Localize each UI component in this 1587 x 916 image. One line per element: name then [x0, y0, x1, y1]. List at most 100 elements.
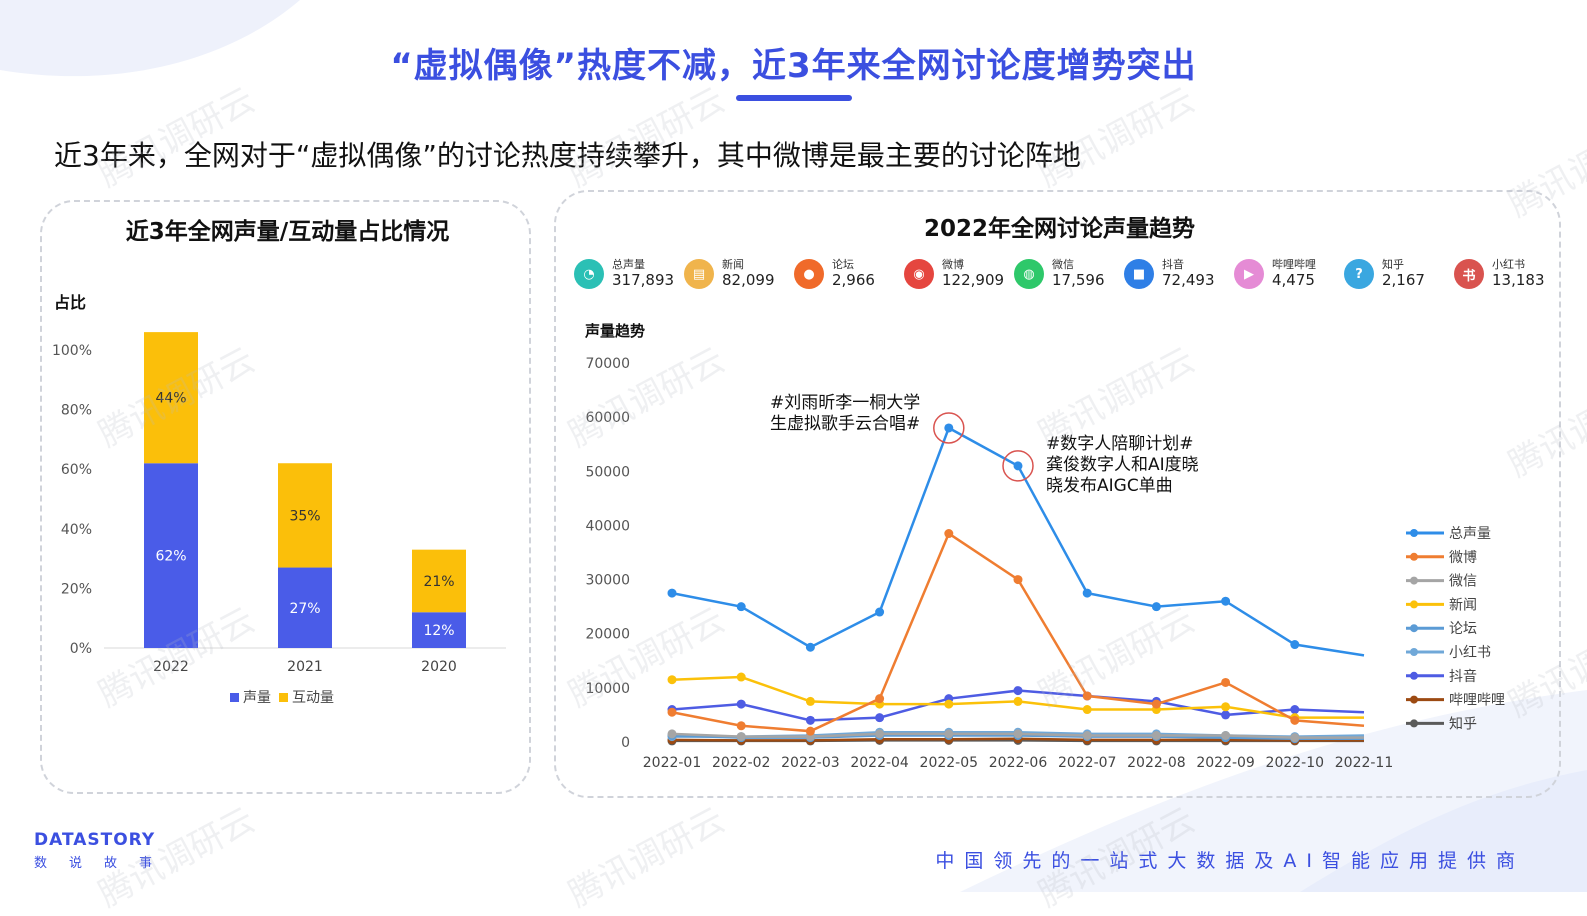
share-xtick-label: 2021 [287, 659, 323, 675]
kpi-item: ◔ 总声量 317,893 [574, 254, 674, 294]
trend-legend-label: 新闻 [1449, 597, 1477, 613]
share-data-label: 44% [155, 391, 186, 407]
kpi-item: ? 知乎 2,167 [1344, 254, 1425, 294]
trend-point [805, 715, 815, 725]
trend-point [1082, 691, 1092, 701]
trend-legend-marker [1410, 552, 1418, 561]
trend-ytick-label: 20000 [585, 627, 630, 643]
trend-point [944, 529, 954, 539]
trend-ylabel: 声量趋势 [584, 322, 645, 340]
kpi-name: 微博 [942, 258, 964, 272]
trend-legend-marker [1410, 648, 1418, 656]
xiaohongshu-icon: 书 [1454, 259, 1484, 289]
kpi-name: 抖音 [1162, 258, 1184, 272]
trend-xtick-label: 2022-01 [643, 755, 702, 771]
trend-xtick-label: 2022-11 [1335, 755, 1394, 771]
share-bar-2020-0 [412, 612, 466, 648]
kpi-name: 总声量 [612, 258, 645, 272]
trend-legend-label: 哔哩哔哩 [1449, 693, 1505, 709]
trend-xtick-label: 2022-07 [1058, 755, 1117, 771]
trend-point [736, 699, 746, 709]
trend-xtick-label: 2022-09 [1196, 755, 1255, 771]
trend-point [875, 694, 885, 704]
trend-point [1082, 705, 1092, 715]
share-bar-2022-1 [144, 332, 198, 464]
share-legend-swatch [279, 693, 288, 702]
trend-point [944, 699, 954, 709]
share-ytick-label: 0% [70, 641, 92, 657]
kpi-item: ◍ 微信 17,596 [1014, 254, 1105, 294]
trend-legend-label: 总声量 [1449, 526, 1491, 542]
wechat-icon: ◍ [1014, 259, 1044, 289]
background-decoration [0, 0, 1587, 892]
trend-xtick-label: 2022-05 [920, 755, 979, 771]
share-legend-label: 互动量 [292, 690, 334, 706]
footer-slogan: 中国领先的一站式大数据及AI智能应用提供商 [935, 850, 1525, 872]
kpi-item: ▶ 哔哩哔哩 4,475 [1234, 254, 1316, 294]
share-bar-2021-1 [278, 463, 332, 568]
annotation-text: #刘雨昕李一桐大学 [770, 393, 920, 413]
trend-point [1290, 733, 1300, 743]
trend-point [736, 721, 746, 731]
trend-point [1221, 596, 1231, 606]
annotation-text: #数字人陪聊计划# [1046, 434, 1194, 454]
trend-chart-panel: 2022年全网讨论声量趋势 [554, 190, 1561, 798]
share-ytick-label: 100% [52, 343, 92, 359]
trend-legend-label: 论坛 [1449, 621, 1477, 637]
tv-play-icon: ▶ [1234, 259, 1264, 289]
trend-point [1151, 602, 1161, 612]
kpi-value: 2,966 [832, 270, 875, 289]
trend-point [736, 672, 746, 682]
kpi-name: 小红书 [1492, 258, 1525, 272]
trend-point [805, 696, 815, 706]
kpi-item: ● 论坛 2,966 [794, 254, 875, 294]
trend-point [667, 588, 677, 598]
trend-point [1013, 729, 1023, 739]
annotation-circle [1002, 450, 1034, 482]
trend-legend-marker [1410, 695, 1418, 704]
trend-ytick-label: 30000 [585, 573, 630, 589]
share-ytick-label: 40% [61, 522, 92, 538]
trend-legend-label: 抖音 [1449, 668, 1477, 685]
trend-point [667, 675, 677, 685]
kpi-value: 2,167 [1382, 270, 1425, 289]
trend-ytick-label: 40000 [585, 518, 630, 534]
trend-xtick-label: 2022-08 [1127, 755, 1186, 771]
trend-ytick-label: 10000 [585, 681, 630, 697]
trend-point [667, 729, 677, 739]
trend-point [1013, 461, 1023, 471]
kpi-name: 知乎 [1382, 258, 1404, 272]
trend-ytick-label: 0 [621, 735, 630, 751]
trend-xtick-label: 2022-10 [1266, 755, 1325, 771]
kpi-value: 317,893 [612, 270, 675, 289]
trend-point [1082, 731, 1092, 741]
share-data-label: 35% [289, 508, 320, 524]
share-ylabel: 占比 [54, 293, 86, 312]
kpi-name: 新闻 [722, 258, 744, 272]
kpi-item: ▤ 新闻 82,099 [684, 254, 775, 294]
trend-xtick-label: 2022-02 [712, 755, 771, 771]
trend-xtick-label: 2022-03 [781, 755, 840, 771]
trend-legend-marker [1410, 600, 1418, 609]
share-legend-label: 声量 [243, 690, 271, 706]
trend-ytick-label: 60000 [585, 410, 630, 426]
trend-xtick-label: 2022-04 [850, 755, 909, 771]
trend-point [1290, 715, 1300, 725]
share-bar-2022-0 [144, 463, 198, 648]
trend-point [1221, 677, 1231, 687]
trend-xtick-label: 2022-06 [989, 755, 1048, 771]
trend-point [1151, 731, 1161, 741]
trend-legend-marker [1410, 529, 1418, 537]
trend-legend-marker [1410, 719, 1418, 728]
trend-point [944, 423, 954, 433]
chart-pie-icon: ◔ [574, 259, 604, 289]
forum-chat-icon: ● [794, 259, 824, 289]
annotation-text: 晓发布AIGC单曲 [1046, 476, 1173, 496]
share-ytick-label: 20% [61, 581, 92, 597]
weibo-icon: ◉ [904, 259, 934, 289]
share-bar-2020-1 [412, 549, 466, 613]
trend-point [875, 729, 885, 739]
trend-legend-marker [1410, 576, 1418, 585]
trend-point [805, 726, 815, 736]
trend-line-chart: 声量趋势 0 10000 20000 30000 40000 50000 60000 70000… [584, 322, 1505, 771]
